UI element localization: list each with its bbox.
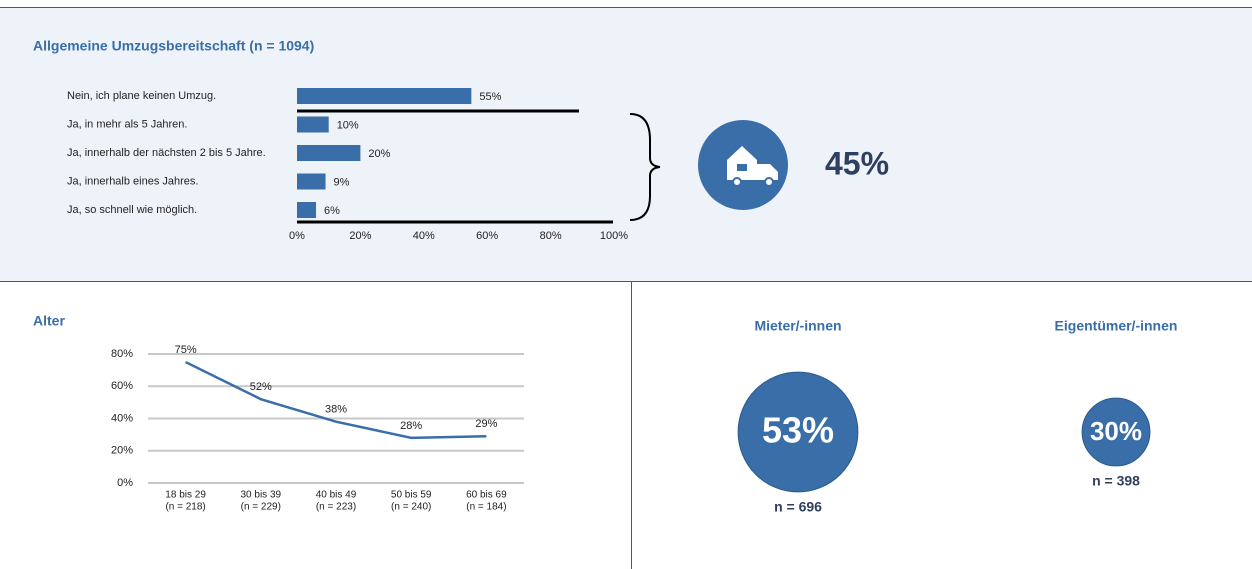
van-icon [698,120,788,210]
value-label: 9% [334,176,350,188]
x-tick-label: 30 bis 39 [241,490,282,501]
x-tick-note: (n = 223) [316,502,356,513]
value-label: 28% [400,420,422,432]
bubble-note: n = 696 [774,499,822,515]
van-window [737,164,747,171]
bubble [1081,397,1151,467]
x-tick-note: (n = 184) [466,502,506,513]
bubble-title: Mieter/-innen [754,318,841,334]
bubble-label: 30% [1090,416,1142,446]
bar [297,173,326,190]
value-label: 52% [250,381,272,393]
x-tick-label: 80% [540,230,562,242]
x-tick-label: 60 bis 69 [466,490,507,501]
y-tick-label: 80% [111,348,133,360]
value-label: 10% [337,119,359,131]
x-tick-note: (n = 218) [165,502,205,513]
x-tick-label: 20% [349,230,371,242]
bubble [737,371,859,493]
category-label: Nein, ich plane keinen Umzug. [67,90,216,102]
category-label: Ja, in mehr als 5 Jahren. [67,118,187,130]
x-tick-label: 100% [600,230,628,242]
value-label: 20% [368,148,390,160]
bubble-note: n = 398 [1092,473,1140,489]
y-tick-label: 60% [111,380,133,392]
kpi-value: 45% [825,145,889,181]
y-tick-label: 0% [117,477,133,489]
van-body [727,146,778,180]
y-tick-label: 20% [111,445,133,457]
bar [297,145,361,161]
category-label: Ja, innerhalb eines Jahres. [67,175,198,187]
x-tick-label: 50 bis 59 [391,490,432,501]
chart-title: Allgemeine Umzugsbereitschaft (n = 1094) [33,38,314,54]
wheel [732,177,742,187]
x-tick-note: (n = 229) [241,502,281,513]
value-label: 6% [324,205,340,217]
category-label: Ja, so schnell wie möglich. [67,204,197,216]
x-tick-label: 40 bis 49 [316,490,357,501]
chart-title: Alter [33,313,65,329]
bar [297,88,472,104]
bubble-label: 53% [762,410,834,451]
x-tick-label: 0% [289,230,305,242]
x-tick-label: 60% [476,230,498,242]
wheel [764,177,774,187]
value-label: 38% [325,404,347,416]
value-label: 29% [475,418,497,430]
bubble-title: Eigentümer/-innen [1055,318,1178,334]
x-tick-note: (n = 240) [391,502,431,513]
line [185,360,487,440]
y-tick-label: 40% [111,412,133,424]
x-tick-label: 40% [413,230,435,242]
bar [297,202,317,218]
bar [297,116,329,133]
category-label: Ja, innerhalb der nächsten 2 bis 5 Jahre… [67,147,266,159]
brace [629,113,661,221]
value-label: 55% [479,91,501,103]
value-label: 75% [175,344,197,356]
x-tick-label: 18 bis 29 [165,490,206,501]
top-panel [0,8,1252,281]
